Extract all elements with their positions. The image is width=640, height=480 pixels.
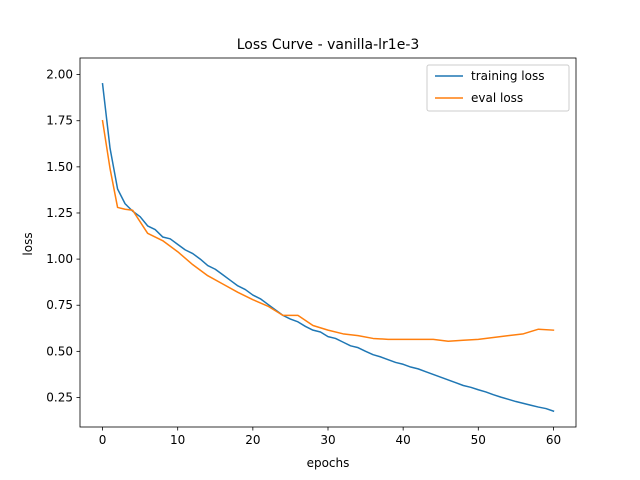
axes-frame [79, 57, 577, 428]
x-tick-label: 50 [471, 433, 486, 447]
x-tick-label: 20 [245, 433, 260, 447]
x-tick-label: 40 [396, 433, 411, 447]
y-tick-label: 0.75 [46, 298, 73, 312]
plot-area [79, 57, 577, 428]
legend-label-training-loss: training loss [471, 69, 544, 83]
x-tick-label: 0 [99, 433, 107, 447]
x-tick-label: 10 [170, 433, 185, 447]
y-tick-label: 0.50 [46, 344, 73, 358]
x-axis-ticks: 0 10 20 30 40 50 60 [99, 427, 561, 447]
x-axis-label: epochs [307, 456, 350, 470]
y-axis-ticks: 0.25 0.50 0.75 1.00 1.25 1.50 1.75 2.00 [46, 68, 80, 404]
y-tick-label: 2.00 [46, 68, 73, 82]
y-tick-label: 1.00 [46, 252, 73, 266]
chart-title: Loss Curve - vanilla-lr1e-3 [237, 37, 420, 53]
y-tick-label: 1.75 [46, 114, 73, 128]
legend-label-eval-loss: eval loss [471, 91, 523, 105]
y-tick-label: 1.25 [46, 206, 73, 220]
x-tick-label: 60 [546, 433, 561, 447]
legend: training loss eval loss [426, 64, 570, 112]
y-tick-label: 1.50 [46, 160, 73, 174]
x-tick-label: 30 [320, 433, 335, 447]
series-line-eval-loss [101, 119, 555, 342]
series-line-training-loss [101, 82, 555, 413]
y-axis-label: loss [21, 232, 35, 255]
y-tick-label: 0.25 [46, 390, 73, 404]
